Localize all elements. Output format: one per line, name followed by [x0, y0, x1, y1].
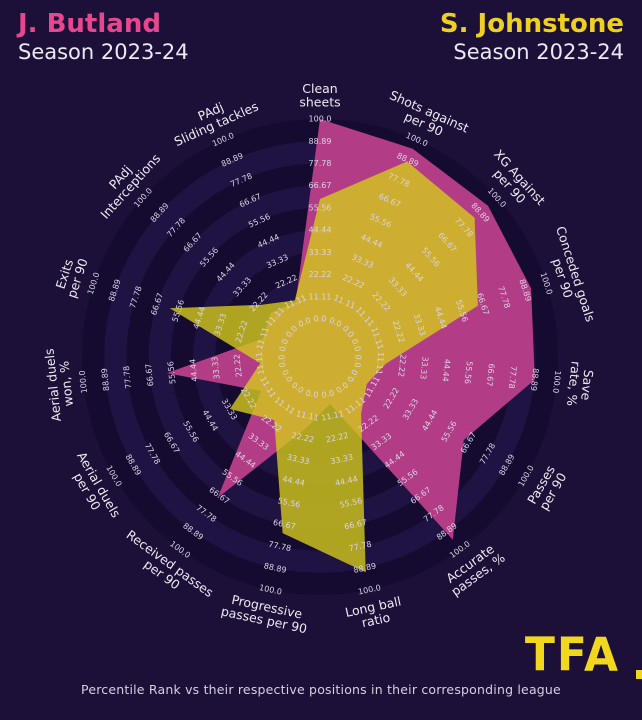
axis-label-clean-sheets: Clean sheets — [299, 81, 340, 110]
tick-label: 66.67 — [485, 363, 496, 387]
axis-label-aerial-duels-won-: Aerial duelswon, % — [41, 346, 77, 422]
series-polygon-johnstone — [169, 161, 478, 573]
tick-label: 0.0 — [353, 354, 363, 368]
radar-series — [166, 119, 535, 573]
tick-label: 55.56 — [309, 203, 332, 212]
tick-label: 11.11 — [309, 292, 332, 301]
tick-label: 11.11 — [254, 351, 265, 375]
tick-label: 100.0 — [309, 115, 332, 124]
tick-label: 44.44 — [188, 358, 199, 382]
tick-label: 0.0 — [305, 389, 319, 400]
player-right-name: S. Johnstone — [439, 9, 624, 39]
player-right-season: Season 2023-24 — [453, 40, 624, 64]
tick-label: 33.33 — [418, 356, 429, 380]
axis-label-long-ball-ratio: Long ballratio — [344, 593, 405, 633]
axis-label-progressive-passes-per-90: Progressivepasses per 90 — [220, 590, 311, 636]
tick-label: 33.33 — [210, 356, 221, 380]
tfa-logo: TFA — [524, 628, 620, 683]
tick-label: 55.56 — [463, 361, 474, 385]
tick-label: 77.78 — [122, 365, 133, 389]
tick-label: 44.44 — [309, 226, 332, 235]
tick-label: 66.67 — [144, 363, 155, 387]
tick-label: 100.0 — [551, 370, 562, 394]
player-left-season: Season 2023-24 — [18, 40, 189, 64]
tick-label: 66.67 — [309, 181, 332, 190]
tick-label: 0.0 — [321, 389, 335, 400]
tick-label: 88.89 — [309, 137, 332, 146]
tick-label: 0.0 — [350, 338, 362, 353]
tick-label: 55.56 — [166, 361, 177, 385]
player-left-name: J. Butland — [18, 9, 161, 39]
axis-label-exits-per-90: Exitsper 90 — [51, 252, 91, 300]
tick-label: 88.89 — [100, 368, 111, 392]
axis-label-save-rate-: Saverate, % — [564, 360, 597, 408]
tick-label: 11.11 — [374, 351, 385, 375]
edge-yellow-mark — [636, 670, 642, 679]
tick-label: 44.44 — [440, 358, 451, 382]
tick-label: 22.22 — [396, 354, 407, 378]
tick-label: 77.78 — [507, 365, 518, 389]
tick-label: 0.0 — [277, 354, 287, 368]
tick-label: 0.0 — [314, 315, 327, 324]
tick-label: 33.33 — [309, 248, 332, 257]
tick-label: 0.0 — [278, 338, 290, 353]
tick-label: 22.22 — [232, 354, 243, 378]
tick-label: 100.0 — [78, 370, 89, 394]
chart-caption: Percentile Rank vs their respective posi… — [81, 682, 561, 697]
tick-label: 77.78 — [309, 159, 332, 168]
tick-label: 22.22 — [309, 270, 332, 279]
tick-label: 88.89 — [529, 368, 540, 392]
